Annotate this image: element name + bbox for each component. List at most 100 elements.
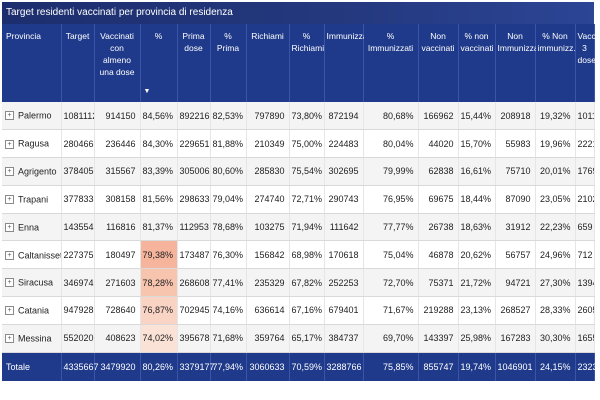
table-cell: 290743 <box>324 185 364 214</box>
table-cell: 77,77% <box>363 213 419 242</box>
table-cell: 81,56% <box>140 185 178 214</box>
table-cell: 26738 <box>418 213 459 242</box>
table-cell: 87090 <box>495 185 536 214</box>
table-cell: 20,01% <box>535 157 576 186</box>
province-name: Ragusa <box>18 139 50 149</box>
table-row[interactable]: + Caltanissetta22737518049779,38%17348776… <box>2 240 595 270</box>
table-cell: 346974 <box>61 268 95 298</box>
province-cell: + Catania <box>2 296 62 325</box>
table-cell: 728640 <box>94 296 141 325</box>
col-header-provincia[interactable]: Provincia <box>2 24 62 102</box>
col-header-percent-immunizzati[interactable]: % Immunizzati <box>363 24 419 102</box>
total-cell: 4335667 <box>61 352 99 382</box>
table-cell: 359764 <box>246 324 290 353</box>
table-cell: 71,94% <box>289 213 325 242</box>
col-header-vaccinati[interactable]: Vaccinati con almeno una dose <box>94 24 141 102</box>
table-cell: 55983 <box>495 129 536 159</box>
table-cell: 659 <box>575 213 595 242</box>
table-cell: 80,68% <box>363 102 419 131</box>
table-row[interactable]: + Palermo 1081112 914150 84,56% 892216 82,53% 7… <box>2 102 595 131</box>
table-cell: 19,32% <box>535 102 576 131</box>
province-cell: + Caltanissetta <box>2 240 62 270</box>
table-cell: 84,56% <box>140 102 178 131</box>
plus-box-icon[interactable]: + <box>5 222 14 232</box>
table-cell: 24,96% <box>535 240 576 270</box>
table-cell: 166962 <box>418 102 459 131</box>
province-name: Messina <box>18 333 52 344</box>
table-cell: 75,00% <box>289 129 325 159</box>
table-cell: 377833 <box>61 185 95 214</box>
table-cell: 27,30% <box>535 268 576 298</box>
table-row[interactable]: + Ragusa 280466 236446 84,30% 229651 81,88% 210… <box>2 129 595 159</box>
table-row[interactable]: + Enna 143554 116816 81,37% 112953 78,68% 10327… <box>2 213 595 242</box>
table-row[interactable]: + Agrigento 378405 315567 83,39% 305006 80,60%… <box>2 157 595 186</box>
table-cell: 46878 <box>418 240 459 270</box>
table-cell: 116816 <box>94 213 141 242</box>
plus-box-icon[interactable]: + <box>5 167 14 177</box>
table-cell: 15,70% <box>458 129 496 159</box>
table-cell: 16,61% <box>458 157 496 186</box>
report-title: Target residenti vaccinati per provincia… <box>2 2 594 24</box>
col-header-target[interactable]: Target <box>61 24 95 102</box>
col-header-non-vaccinati[interactable]: Non vaccinati <box>418 24 459 102</box>
table-cell: 81,37% <box>140 213 178 242</box>
table-cell: 797890 <box>246 102 290 131</box>
col-header-percent-prima[interactable]: % Prima <box>210 24 247 102</box>
table-cell: 83,39% <box>140 157 178 186</box>
table-row[interactable]: + Catania 947928 728640 76,87% 702945 74,16% 63… <box>2 296 595 325</box>
table-cell: 23,13% <box>458 296 496 325</box>
plus-box-icon[interactable]: + <box>5 139 14 149</box>
plus-box-icon[interactable]: + <box>5 306 14 316</box>
table-cell: 22,23% <box>535 213 576 242</box>
table-cell: 180497 <box>94 240 141 270</box>
total-cell: 855747 <box>418 352 459 382</box>
table-cell: 285830 <box>246 157 290 186</box>
table-cell: 76,87% <box>140 296 178 325</box>
province-name: Siracusa <box>18 277 54 288</box>
total-cell: 70,59% <box>289 352 325 382</box>
plus-box-icon[interactable]: + <box>5 111 14 121</box>
col-header-richiami[interactable]: Richiami <box>246 24 290 102</box>
col-header-prima-dose[interactable]: Prima dose <box>177 24 211 102</box>
table-cell: 384737 <box>324 324 364 353</box>
table-cell: 872194 <box>324 102 364 131</box>
plus-box-icon[interactable]: + <box>5 250 14 260</box>
province-name: Caltanissetta <box>18 250 61 261</box>
table-cell: 84,30% <box>140 129 178 159</box>
table-cell: 2102 <box>575 185 595 214</box>
province-cell: + Trapani <box>2 185 62 214</box>
table-cell: 229651 <box>177 129 211 159</box>
plus-box-icon[interactable]: + <box>5 334 14 344</box>
col-header-percent-richiami[interactable]: % Richiami <box>289 24 325 102</box>
table-cell: 79,38% <box>140 240 178 270</box>
table-cell: 679401 <box>324 296 364 325</box>
table-row[interactable]: + Siracusa 346974 271603 78,28% 268608 77,41% 2… <box>2 268 595 298</box>
table-cell: 143554 <box>61 213 95 242</box>
col-header-immunizzati[interactable]: Immunizzati <box>324 24 372 102</box>
table-cell: 68,98% <box>289 240 325 270</box>
col-header-non-immunizzati[interactable]: Non Immunizzati <box>495 24 543 102</box>
table-cell: 65,17% <box>289 324 325 353</box>
table-cell: 31912 <box>495 213 536 242</box>
total-cell: 23231 <box>575 352 600 382</box>
table-cell: 62838 <box>418 157 459 186</box>
plus-box-icon[interactable]: + <box>5 195 14 205</box>
table-cell: 208918 <box>495 102 536 131</box>
total-cell: 77,94% <box>210 352 247 382</box>
table-cell: 75710 <box>495 157 536 186</box>
province-name: Enna <box>18 222 40 233</box>
table-cell: 914150 <box>94 102 141 131</box>
table-cell: 1769 <box>575 157 595 186</box>
table-cell: 76,30% <box>210 240 247 270</box>
plus-box-icon[interactable]: + <box>5 278 14 288</box>
col-header-percent-non-vaccinati[interactable]: % non vaccinati <box>458 24 496 102</box>
province-cell: + Ragusa <box>2 129 62 159</box>
table-cell: 552020 <box>61 324 95 353</box>
col-header-vaccinati-3-dose[interactable]: Vaccinati 3 dose <box>575 24 600 102</box>
table-row[interactable]: + Messina 552020 408623 74,02% 395678 71,68% 35… <box>2 324 595 353</box>
col-header-percent[interactable]: % ▼ <box>140 24 178 102</box>
table-row[interactable]: + Trapani 377833 308158 81,56% 298633 79,04% 27… <box>2 185 595 214</box>
table-cell: 378405 <box>61 157 95 186</box>
col-header-percent-non-immunizz[interactable]: % Non immunizz. <box>535 24 576 102</box>
